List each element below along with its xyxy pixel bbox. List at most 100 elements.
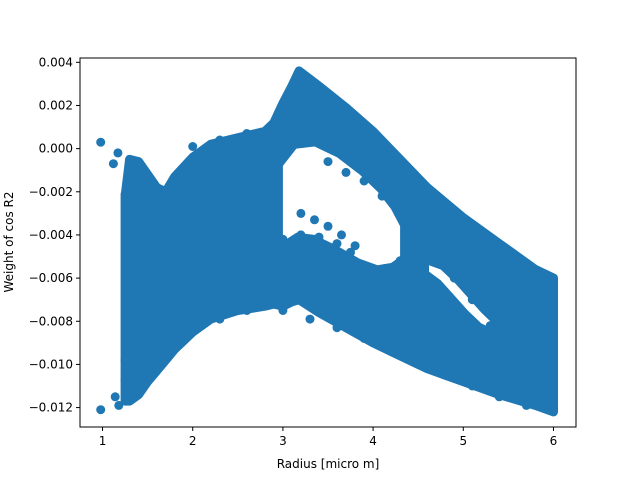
y-tick-label: −0.010 — [29, 357, 73, 371]
scatter-point — [332, 131, 342, 141]
scatter-point — [179, 277, 189, 287]
scatter-point — [132, 375, 142, 384]
scatter-point — [549, 344, 558, 354]
scatter-point — [503, 254, 513, 264]
scatter-point — [125, 286, 135, 296]
scatter-point — [549, 308, 558, 318]
scatter-point — [404, 208, 414, 218]
scatter-point — [323, 135, 333, 145]
scatter-point — [287, 92, 297, 102]
plot-area — [96, 66, 558, 417]
scatter-point — [96, 137, 106, 147]
scatter-point — [476, 273, 486, 283]
scatter-point — [337, 230, 346, 240]
scatter-point — [422, 277, 432, 287]
scatter-point — [282, 144, 292, 154]
scatter-point — [521, 400, 531, 410]
scatter-point — [549, 396, 558, 406]
scatter-point — [269, 154, 279, 164]
scatter-point — [341, 167, 351, 177]
scatter-point — [144, 221, 154, 231]
scatter-point — [142, 208, 152, 218]
scatter-point — [123, 312, 133, 322]
scatter-point — [350, 241, 360, 251]
scatter-point — [549, 355, 558, 365]
scatter-point — [323, 157, 333, 167]
scatter-point — [341, 139, 351, 149]
scatter-point — [449, 245, 459, 255]
scatter-point — [485, 249, 495, 259]
y-tick-label: 0.002 — [39, 98, 73, 112]
scatter-point — [549, 377, 558, 387]
scatter-point — [485, 262, 495, 272]
scatter-point — [476, 290, 486, 300]
scatter-point — [332, 323, 342, 333]
scatter-point — [440, 370, 450, 380]
scatter-point — [413, 357, 423, 367]
y-tick-label: −0.006 — [29, 271, 73, 285]
scatter-point — [386, 280, 396, 290]
x-axis-ticks: 1 2 3 4 5 6 — [99, 427, 558, 448]
scatter-point — [395, 256, 405, 266]
scatter-point — [305, 314, 315, 324]
scatter-point — [503, 267, 513, 277]
scatter-point — [161, 241, 171, 251]
scatter-point — [278, 118, 288, 128]
scatter-point — [242, 129, 252, 138]
scatter-point — [422, 224, 432, 233]
scatter-point — [549, 405, 558, 415]
scatter-point — [122, 211, 132, 220]
scatter-point — [305, 83, 315, 93]
scatter-point — [530, 329, 540, 339]
scatter-point — [512, 318, 522, 328]
scatter-point — [431, 258, 441, 268]
scatter-point — [440, 241, 450, 251]
x-tick-label: 6 — [550, 434, 558, 448]
scatter-point — [143, 327, 153, 337]
scatter-point — [494, 308, 504, 318]
scatter-point — [110, 392, 120, 402]
scatter-point — [293, 68, 303, 78]
scatter-point — [359, 275, 369, 285]
scatter-point — [521, 353, 531, 363]
scatter-point — [431, 221, 441, 231]
scatter-point — [350, 144, 360, 154]
y-tick-label: −0.002 — [29, 185, 73, 199]
scatter-point — [386, 347, 396, 356]
point-cloud-gap — [429, 265, 491, 328]
scatter-point — [549, 327, 558, 337]
scatter-point — [549, 366, 558, 376]
y-tick-label: −0.004 — [29, 228, 73, 242]
scatter-point — [549, 385, 558, 395]
scatter-point — [458, 262, 468, 272]
scatter-point — [269, 120, 279, 130]
scatter-point — [494, 392, 504, 402]
scatter-point — [535, 359, 545, 369]
scatter-point — [170, 174, 180, 184]
scatter-point — [359, 176, 369, 186]
scatter-point — [138, 344, 148, 354]
scatter-point — [301, 120, 310, 130]
scatter-point — [215, 314, 225, 324]
scatter-point — [135, 362, 145, 372]
scatter-point — [332, 239, 342, 249]
x-tick-label: 5 — [459, 434, 467, 448]
scatter-point — [125, 154, 135, 164]
scatter-point — [359, 334, 369, 343]
scatter-point — [139, 195, 149, 205]
scatter-point — [485, 321, 495, 331]
scatter-point — [314, 120, 324, 130]
scatter-point — [121, 334, 131, 343]
scatter-point — [296, 230, 306, 240]
scatter-point — [549, 316, 558, 326]
x-tick-label: 4 — [369, 434, 377, 448]
scatter-point — [323, 221, 333, 231]
scatter-point — [233, 221, 243, 231]
scatter-point — [512, 368, 522, 378]
scatter-point — [242, 306, 252, 315]
scatter-point — [323, 105, 333, 115]
scatter-point — [413, 215, 423, 225]
scatter-point — [113, 148, 123, 158]
data-points — [96, 68, 558, 415]
scatter-point — [346, 247, 355, 257]
